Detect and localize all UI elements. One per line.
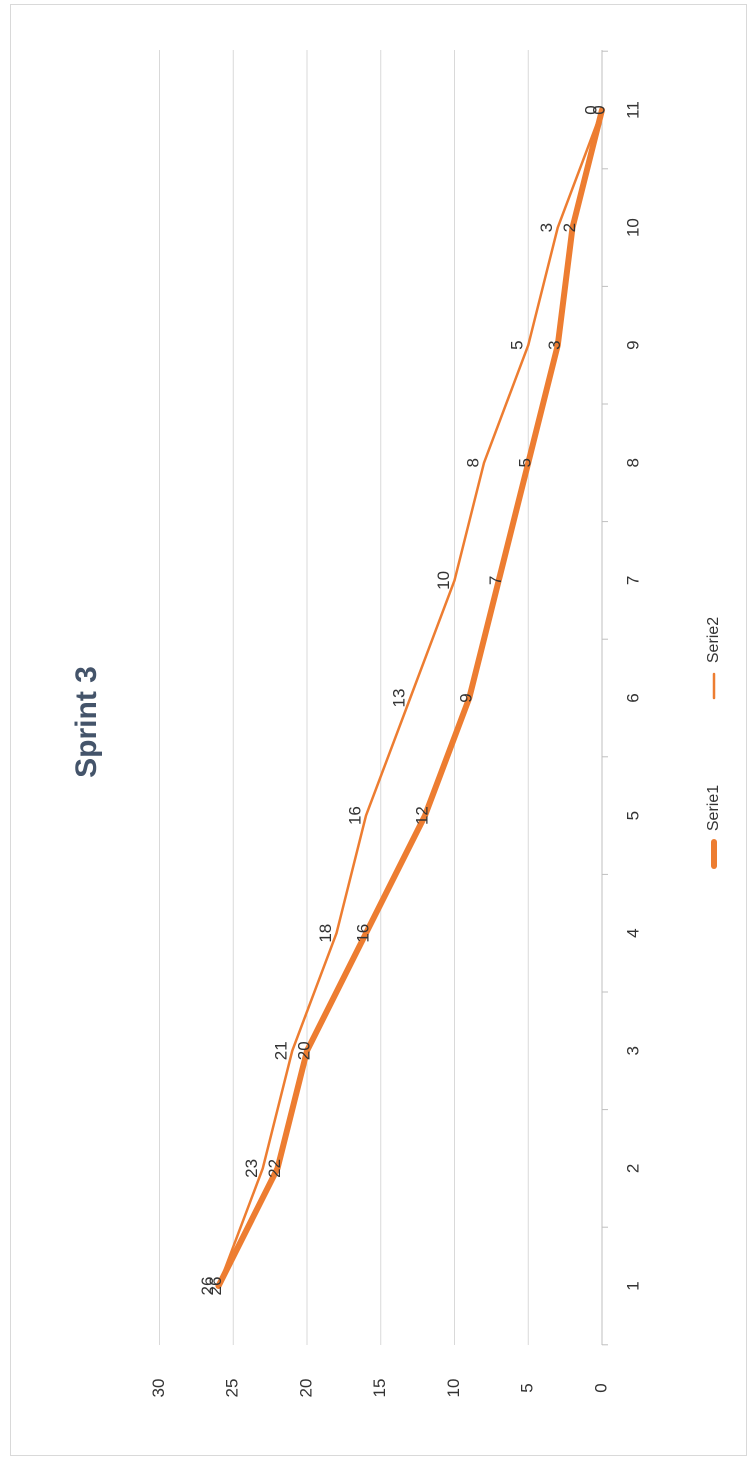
series-line-serie1 <box>215 107 605 1289</box>
data-label: 26 <box>198 1277 217 1296</box>
legend-label: Serie2 <box>705 617 722 663</box>
value-tick-label: 10 <box>444 1379 463 1398</box>
category-tick-label: 1 <box>623 1281 642 1290</box>
chart-title: Sprint 3 <box>70 666 103 778</box>
data-label: 3 <box>545 340 564 349</box>
category-tick-label: 11 <box>623 101 642 119</box>
data-label: 26 <box>206 1277 225 1296</box>
data-label: 20 <box>294 1041 313 1060</box>
series-line-serie2 <box>217 108 604 1288</box>
data-label: 16 <box>345 806 364 825</box>
data-label: 0 <box>589 105 608 114</box>
series-lines <box>215 107 605 1289</box>
category-tick-label: 2 <box>623 1164 642 1173</box>
data-label: 5 <box>508 340 527 349</box>
legend: Serie1 Serie2 <box>705 617 722 869</box>
category-tick-label: 7 <box>623 576 642 585</box>
value-tick-label: 0 <box>591 1383 610 1392</box>
category-tick-label: 8 <box>623 458 642 467</box>
data-label: 16 <box>353 924 372 943</box>
value-tick-label: 25 <box>223 1379 242 1398</box>
data-label: 2 <box>560 223 579 232</box>
data-label: 12 <box>412 806 431 825</box>
data-label: 22 <box>265 1159 284 1178</box>
data-label: 0 <box>581 105 600 114</box>
legend-label: Serie1 <box>705 785 722 831</box>
data-label: 3 <box>537 223 556 232</box>
value-tick-label: 15 <box>370 1379 389 1398</box>
category-tick-label: 10 <box>623 218 642 237</box>
category-tick-label: 4 <box>623 928 642 937</box>
data-label: 10 <box>434 571 453 590</box>
gridlines <box>159 50 529 1345</box>
data-label: 9 <box>457 693 476 702</box>
data-label: 7 <box>486 576 505 585</box>
data-label: 23 <box>242 1159 261 1178</box>
data-label: 21 <box>272 1041 291 1060</box>
value-tick-label: 5 <box>518 1383 537 1392</box>
value-tick-label: 30 <box>149 1379 168 1398</box>
category-tick-label: 3 <box>623 1046 642 1055</box>
data-label: 13 <box>390 689 409 708</box>
chart-frame <box>10 4 747 1456</box>
category-tick-label: 5 <box>623 811 642 820</box>
value-tick-label: 20 <box>296 1379 315 1398</box>
category-tick-label: 9 <box>623 340 642 349</box>
data-label: 8 <box>463 458 482 467</box>
category-tick-label: 6 <box>623 693 642 702</box>
data-label: 18 <box>316 924 335 943</box>
chart-title-group: Sprint 3 <box>70 666 103 778</box>
data-label: 5 <box>516 458 535 467</box>
